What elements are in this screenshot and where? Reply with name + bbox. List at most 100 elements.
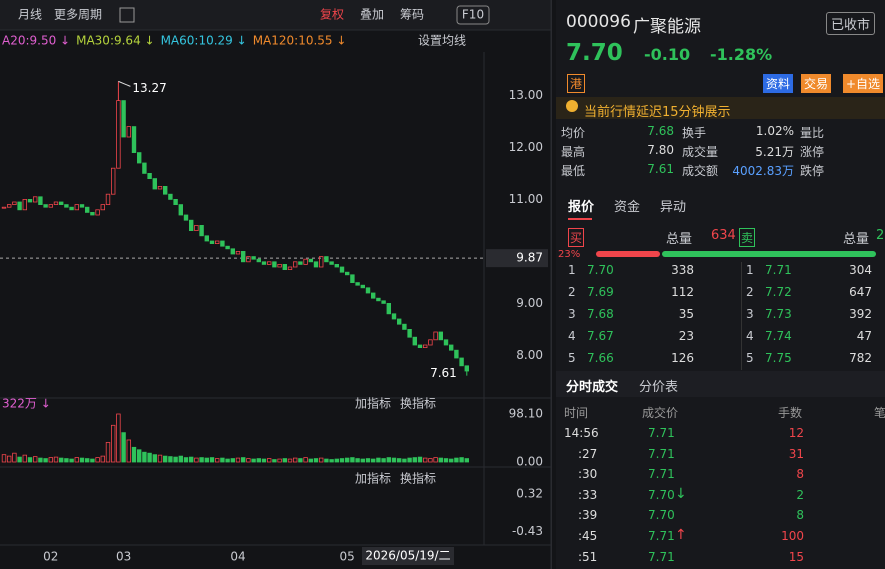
volume-bar bbox=[90, 458, 95, 463]
volume-bar bbox=[188, 456, 194, 463]
level: 3 bbox=[568, 307, 576, 321]
switch-indicator[interactable]: 换指标 bbox=[400, 396, 436, 411]
trade-tab[interactable]: 分时成交 bbox=[566, 380, 619, 395]
switch-indicator[interactable]: 换指标 bbox=[400, 471, 436, 486]
candle bbox=[173, 198, 178, 205]
level: 3 bbox=[746, 307, 754, 321]
candle bbox=[168, 193, 173, 200]
volume-bar bbox=[74, 457, 79, 463]
volume-bar bbox=[33, 456, 38, 463]
volume-bar bbox=[344, 457, 350, 463]
date-box bbox=[362, 547, 454, 565]
volume-bar bbox=[313, 458, 319, 463]
candle bbox=[454, 349, 459, 359]
add-indicator[interactable]: 加指标 bbox=[355, 396, 391, 411]
buy-badge: 买 bbox=[568, 228, 585, 247]
add-indicator[interactable]: 加指标 bbox=[355, 471, 391, 486]
volume-bar bbox=[162, 455, 168, 463]
market-badge: 港 bbox=[567, 74, 586, 93]
volume-bar bbox=[240, 457, 246, 463]
chips-button[interactable]: 筹码 bbox=[400, 8, 424, 22]
x-tick-label: 04 bbox=[230, 550, 245, 564]
level-price: 7.74 bbox=[765, 329, 792, 343]
action-button[interactable]: 资料 bbox=[763, 74, 794, 93]
sell-ratio-bar bbox=[662, 251, 876, 257]
last-price: 7.70 bbox=[566, 40, 623, 66]
f10-button[interactable]: F10 bbox=[462, 8, 484, 22]
candle bbox=[303, 258, 308, 265]
trade-time: :30 bbox=[578, 467, 598, 482]
trade-time: :27 bbox=[578, 446, 598, 461]
candle bbox=[79, 204, 85, 208]
volume-bar bbox=[230, 458, 235, 463]
stat-value: 4002.83万 bbox=[732, 164, 794, 178]
candle bbox=[22, 198, 27, 211]
buy-ratio: 23% bbox=[558, 249, 581, 260]
candle bbox=[38, 196, 43, 206]
volume-bar bbox=[142, 451, 147, 463]
trade-volume: 100 bbox=[781, 529, 804, 543]
volume-bar bbox=[121, 432, 126, 463]
candle bbox=[131, 126, 137, 153]
trade-header: 笔 bbox=[874, 406, 885, 420]
volume-bar bbox=[360, 458, 365, 463]
overlay-button[interactable]: 叠加 bbox=[360, 8, 384, 22]
volume-bar bbox=[339, 458, 345, 463]
candle bbox=[459, 357, 464, 367]
volume-bar bbox=[209, 457, 215, 463]
volume-bar bbox=[251, 458, 256, 463]
candle bbox=[7, 204, 12, 208]
volume-bar bbox=[438, 457, 443, 463]
action-button[interactable]: +自选 bbox=[843, 74, 884, 93]
trade-price: 7.71 bbox=[648, 529, 675, 543]
volume-bar bbox=[105, 442, 111, 463]
candle bbox=[334, 263, 339, 268]
f10-box[interactable] bbox=[456, 5, 490, 25]
trade-tab[interactable]: 分价表 bbox=[639, 380, 679, 395]
volume-bar bbox=[38, 457, 43, 463]
period-tab[interactable]: 月线 bbox=[18, 8, 42, 22]
stat-label: 换手 bbox=[682, 126, 707, 140]
volume-bar bbox=[168, 456, 173, 463]
candle bbox=[433, 331, 438, 341]
price-change-pct: -1.28% bbox=[710, 45, 773, 64]
level: 4 bbox=[568, 329, 576, 343]
quote-tab[interactable]: 报价 bbox=[568, 200, 595, 215]
volume-bar bbox=[370, 458, 376, 463]
stat-label: 成交额 bbox=[682, 164, 719, 178]
ma-label: MA30:9.64 ↓ bbox=[76, 34, 154, 48]
low-note: 7.61 bbox=[430, 366, 457, 380]
candle bbox=[199, 224, 204, 237]
trade-price: 7.71 bbox=[648, 549, 675, 564]
x-tick-label: 03 bbox=[116, 550, 131, 564]
volume-bar bbox=[459, 457, 464, 463]
volume-bar bbox=[214, 458, 220, 463]
candle bbox=[95, 209, 100, 216]
volume-bar bbox=[272, 459, 277, 463]
candle bbox=[152, 178, 157, 190]
candle bbox=[376, 297, 381, 302]
adjust-button[interactable]: 复权 bbox=[320, 8, 344, 22]
quote-tab[interactable]: 资金 bbox=[614, 200, 641, 215]
level-price: 7.67 bbox=[587, 329, 614, 343]
quote-tab[interactable]: 异动 bbox=[660, 200, 687, 215]
volume-bar bbox=[1, 454, 7, 463]
ma-setting[interactable]: 设置均线 bbox=[418, 34, 466, 48]
volume-bar bbox=[246, 458, 251, 463]
toolbar bbox=[0, 0, 552, 30]
total-label: 总量 bbox=[843, 232, 870, 247]
stat-value: 5.21万 bbox=[755, 145, 794, 159]
candle bbox=[318, 256, 324, 268]
price-change: -0.10 bbox=[644, 45, 691, 64]
volume-bar bbox=[116, 413, 121, 463]
grid-icon[interactable] bbox=[119, 7, 135, 23]
trade-time: :45 bbox=[578, 529, 598, 543]
volume-bar bbox=[256, 458, 261, 463]
level-price: 7.72 bbox=[765, 285, 792, 299]
action-button[interactable]: 交易 bbox=[801, 74, 832, 93]
candle bbox=[43, 204, 48, 208]
volume-bar bbox=[12, 452, 17, 463]
trade-header: 手数 bbox=[778, 406, 803, 420]
y-tick-label: 11.00 bbox=[509, 192, 543, 206]
more-periods[interactable]: 更多周期 bbox=[54, 8, 102, 22]
